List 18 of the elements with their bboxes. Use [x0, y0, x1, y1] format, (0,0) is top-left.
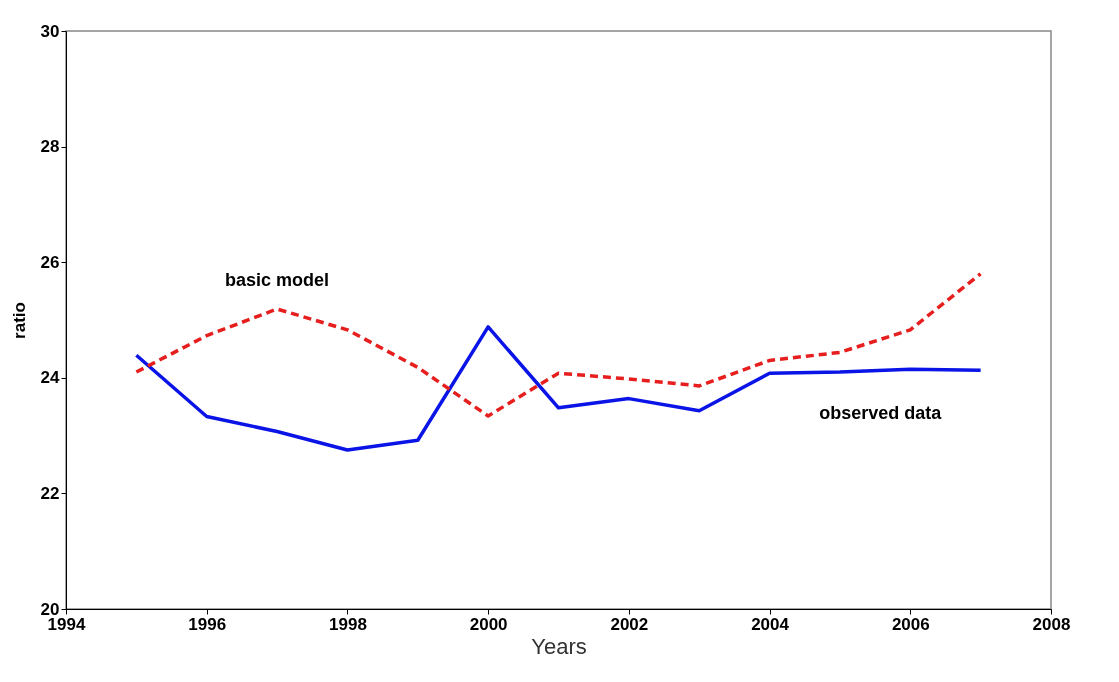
- x-tick-label: 2004: [751, 614, 790, 634]
- series-label: observed data: [819, 403, 943, 424]
- y-tick-label: 26: [40, 252, 60, 272]
- line-series: [134, 272, 983, 418]
- x-tick-label: 1998: [329, 614, 367, 634]
- y-axis-title: ratio: [9, 302, 29, 339]
- y-tick-label: 24: [40, 368, 61, 388]
- series-label: basic model: [225, 270, 330, 291]
- x-tick-label: 1996: [188, 614, 227, 634]
- x-tick-label: 2006: [891, 614, 930, 634]
- x-tick-label: 2002: [610, 614, 649, 634]
- line-series: [134, 325, 983, 452]
- y-tick-label: 22: [40, 483, 60, 503]
- x-axis-title: Years: [531, 633, 587, 659]
- y-tick-label: 28: [40, 137, 60, 157]
- x-tick-label: 2008: [1032, 614, 1071, 634]
- x-tick-label: 2000: [469, 614, 508, 634]
- y-tick-label: 30: [40, 21, 60, 41]
